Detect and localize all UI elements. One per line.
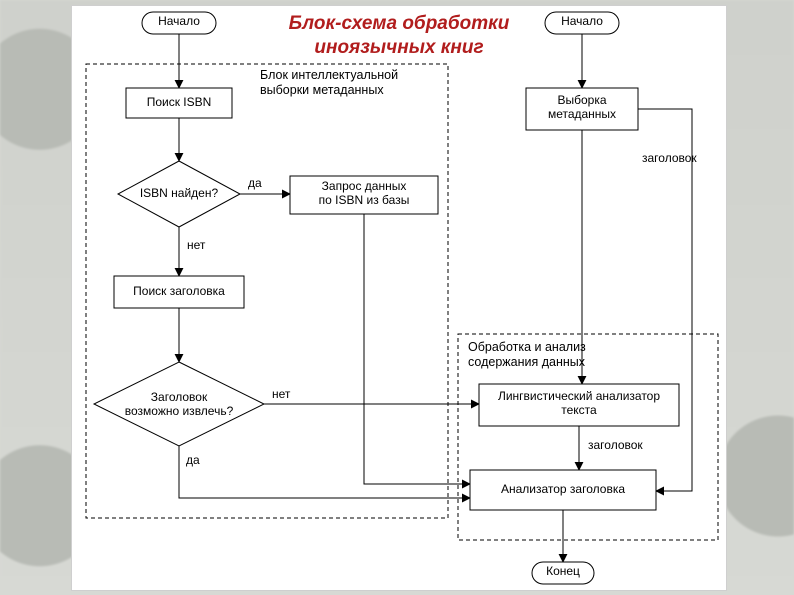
label-start1: Начало xyxy=(142,15,216,29)
edge-header1: заголовок xyxy=(642,151,697,165)
edge-isbn-no: нет xyxy=(187,238,205,252)
label-isbn-search: Поиск ISBN xyxy=(126,96,232,110)
label-title-extract: Заголовоквозможно извлечь? xyxy=(104,391,254,419)
edge-title-no: нет xyxy=(272,387,290,401)
label-isbn-query: Запрос данныхпо ISBN из базы xyxy=(290,180,438,208)
diagram-sheet: Блок-схема обработки иноязычных книг xyxy=(72,6,726,590)
label-title-search: Поиск заголовка xyxy=(114,285,244,299)
section-left-label: Блок интеллектуальнойвыборки метаданных xyxy=(260,68,440,98)
edge-title-yes: да xyxy=(186,453,200,467)
edge-header2: заголовок xyxy=(588,438,643,452)
section-right-label: Обработка и анализсодержания данных xyxy=(468,340,648,370)
label-title-analyzer: Анализатор заголовка xyxy=(470,483,656,497)
label-ling: Лингвистический анализатортекста xyxy=(479,390,679,418)
label-end: Конец xyxy=(532,565,594,579)
label-meta-pick: Выборкаметаданных xyxy=(526,94,638,122)
label-isbn-found: ISBN найден? xyxy=(124,187,234,201)
edge-isbn-yes: да xyxy=(248,176,262,190)
label-start2: Начало xyxy=(545,15,619,29)
